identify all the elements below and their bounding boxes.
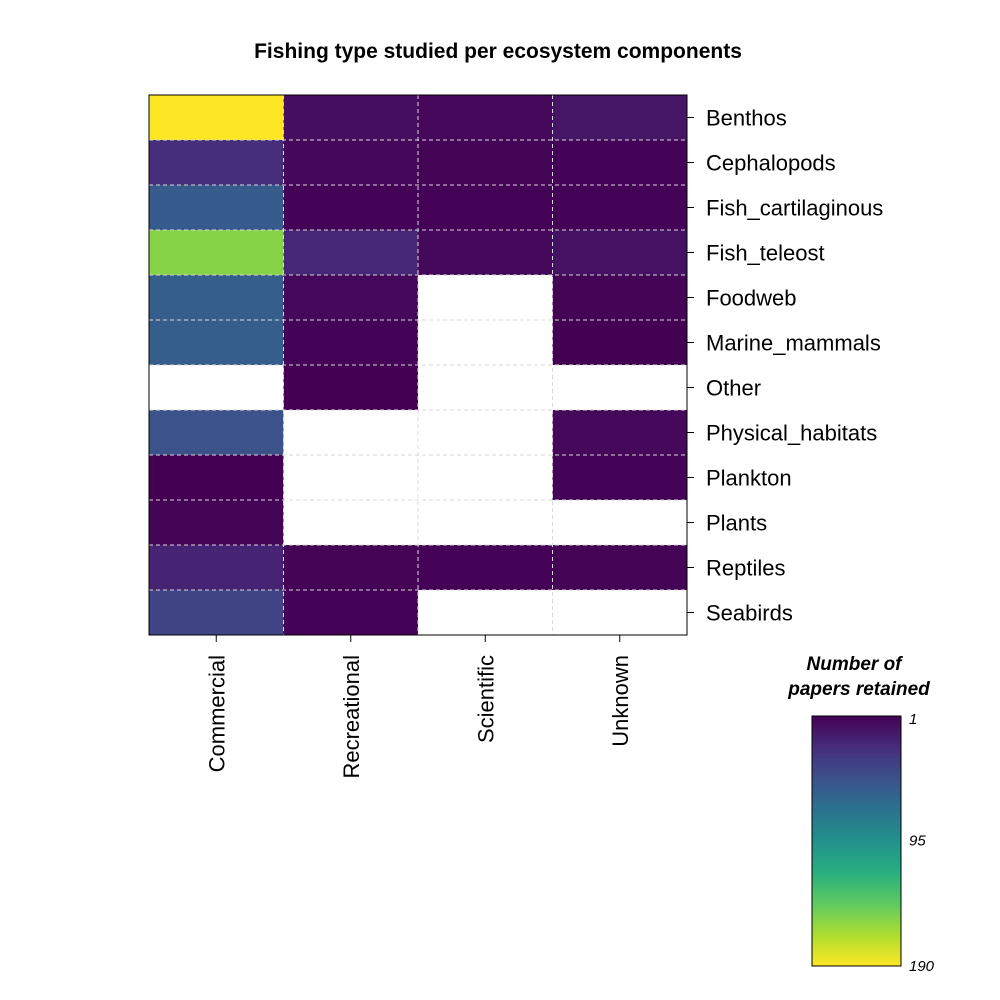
colorbar-legend: Number of papers retained 1 95 190 [787,654,934,975]
y-tick-label: Marine_mammals [706,331,881,356]
y-tick-label: Plankton [706,466,792,491]
plot-frame [148,94,688,636]
legend-title-line1: Number of [807,654,904,675]
heatmap-cell [418,500,553,546]
colorbar [811,715,902,967]
y-tick-label: Plants [706,511,767,536]
heatmap-cell [552,410,688,456]
colorbar-tick-label: 1 [909,711,917,728]
heatmap-cell [283,185,419,231]
heatmap-cell [418,365,553,411]
x-tick-label: Commercial [204,655,229,772]
x-axis: Commercial Recreational Scientific Unknown [204,635,633,779]
heatmap-cell [552,230,688,276]
heatmap-cell [283,500,419,546]
x-tick-label: Recreational [339,655,364,779]
heatmap-cell [149,230,284,276]
heatmap-cell [283,95,419,141]
heatmap-cell [149,410,284,456]
y-tick-label: Fish_cartilaginous [706,196,883,221]
heatmap-cell [552,590,688,636]
heatmap-cell [552,275,688,321]
colorbar-tick-label: 95 [909,832,926,849]
heatmap-cell [552,545,688,591]
heatmap-cell [418,275,553,321]
heatmap-cell [283,230,419,276]
heatmap-cell [418,320,553,366]
chart-title: Fishing type studied per ecosystem compo… [254,40,742,63]
heatmap-cell [552,365,688,411]
y-tick-label: Reptiles [706,556,785,581]
y-tick-label: Fish_teleost [706,241,825,266]
colorbar-tick-label: 190 [909,958,935,975]
heatmap-cell [552,95,688,141]
heatmap-cell [149,95,284,141]
heatmap-cell [552,500,688,546]
heatmap-cell [552,455,688,501]
heatmap-cell [149,140,284,186]
heatmap-grid [149,95,687,635]
heatmap-cell [552,140,688,186]
heatmap-cell [418,230,553,276]
heatmap-cell [418,140,553,186]
heatmap-cell [149,185,284,231]
heatmap-cell [283,320,419,366]
y-tick-label: Foodweb [706,286,797,311]
heatmap-cell [552,320,688,366]
heatmap-cell [283,140,419,186]
heatmap-cell [283,455,419,501]
heatmap-cell [418,185,553,231]
y-tick-label: Other [706,376,761,401]
heatmap-cell [149,320,284,366]
heatmap-cell [418,95,553,141]
colorbar-ticks: 1 95 190 [909,711,935,975]
heatmap-cell [149,365,284,411]
x-tick-label: Scientific [473,655,498,743]
heatmap-cell [283,410,419,456]
heatmap-cell [418,545,553,591]
y-tick-label: Seabirds [706,601,793,626]
y-axis: Benthos Cephalopods Fish_cartilaginous Fish… [687,106,883,626]
heatmap-cell [283,545,419,591]
x-tick-label: Unknown [608,655,633,747]
heatmap-cell [418,455,553,501]
legend-title-line2: papers retained [787,679,930,700]
heatmap-cell [552,185,688,231]
heatmap-cell [418,590,553,636]
y-tick-label: Benthos [706,106,787,131]
heatmap-cell [149,500,284,546]
heatmap-cell [283,590,419,636]
heatmap-cells [149,95,688,636]
y-tick-label: Cephalopods [706,151,836,176]
heatmap-cell [283,365,419,411]
heatmap-cell [418,410,553,456]
heatmap-cell [149,455,284,501]
y-tick-label: Physical_habitats [706,421,877,446]
heatmap-cell [283,275,419,321]
heatmap-cell [149,275,284,321]
heatmap-cell [149,545,284,591]
heatmap-cell [149,590,284,636]
